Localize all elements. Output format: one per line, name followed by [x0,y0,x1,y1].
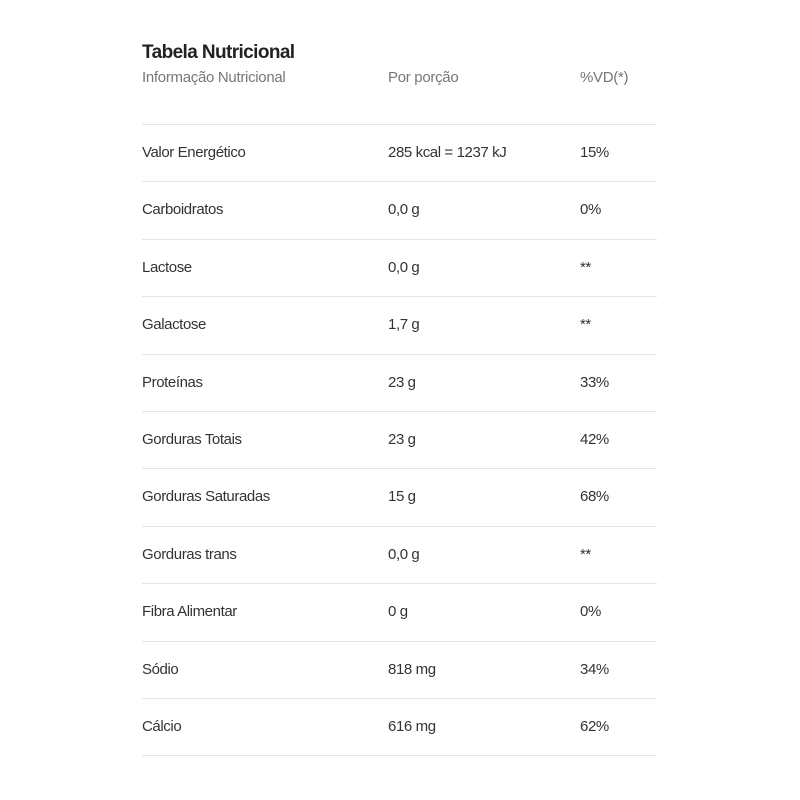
daily-value: ** [580,316,591,334]
nutrient-name: Sódio [142,660,179,678]
table-body: Valor Energético 285 kcal = 1237 kJ 15% Car… [142,125,657,757]
table-row: Gorduras Totais 23 g 42% [142,412,657,470]
table-row: Proteínas 23 g 33% [142,355,657,412]
portion-value: 285 kcal = 1237 kJ [388,144,507,161]
header-divider [142,94,657,125]
table-row: Sódio 818 mg 34% [142,642,657,699]
daily-value: 42% [580,430,609,448]
nutrient-name: Gorduras trans [142,545,237,563]
daily-value: 15% [580,144,609,161]
header-portion: Por porção [388,69,459,86]
table-title: Tabela Nutricional [142,42,295,63]
header-daily-value: %VD(*) [580,69,629,86]
portion-value: 1,7 g [388,316,420,334]
table-row: Galactose 1,7 g ** [142,297,657,355]
nutrient-name: Valor Energético [142,144,246,161]
daily-value: 0% [580,603,601,621]
portion-value: 0,0 g [388,545,420,563]
portion-value: 0,0 g [388,201,420,219]
nutrient-name: Gorduras Totais [142,430,242,448]
table-row: Carboidratos 0,0 g 0% [142,182,657,240]
daily-value: ** [580,258,591,276]
table-header: Informação Nutricional Por porção %VD(*) [142,66,657,94]
table-row: Gorduras trans 0,0 g ** [142,527,657,585]
nutrient-name: Proteínas [142,373,203,391]
nutrient-name: Gorduras Saturadas [142,488,270,506]
portion-value: 818 mg [388,660,436,678]
nutrient-name: Carboidratos [142,201,224,219]
table-row: Fibra Alimentar 0 g 0% [142,584,657,642]
daily-value: 33% [580,373,609,391]
daily-value: 34% [580,660,609,678]
portion-value: 23 g [388,373,416,391]
portion-value: 616 mg [388,717,436,735]
portion-value: 23 g [388,430,416,448]
table-row: Gorduras Saturadas 15 g 68% [142,469,657,527]
table-row: Valor Energético 285 kcal = 1237 kJ 15% [142,125,657,183]
portion-value: 15 g [388,488,416,506]
daily-value: 62% [580,717,609,735]
portion-value: 0,0 g [388,258,420,276]
nutrient-name: Lactose [142,258,192,276]
daily-value: 68% [580,488,609,506]
header-nutrient: Informação Nutricional [142,69,286,86]
table-row: Lactose 0,0 g ** [142,240,657,298]
table-row: Cálcio 616 mg 62% [142,699,657,757]
nutrient-name: Fibra Alimentar [142,603,237,621]
daily-value: 0% [580,201,601,219]
portion-value: 0 g [388,603,408,621]
nutrient-name: Galactose [142,316,206,334]
daily-value: ** [580,545,591,563]
nutrient-name: Cálcio [142,717,182,735]
nutrition-table: Tabela Nutricional Informação Nutriciona… [142,40,657,757]
